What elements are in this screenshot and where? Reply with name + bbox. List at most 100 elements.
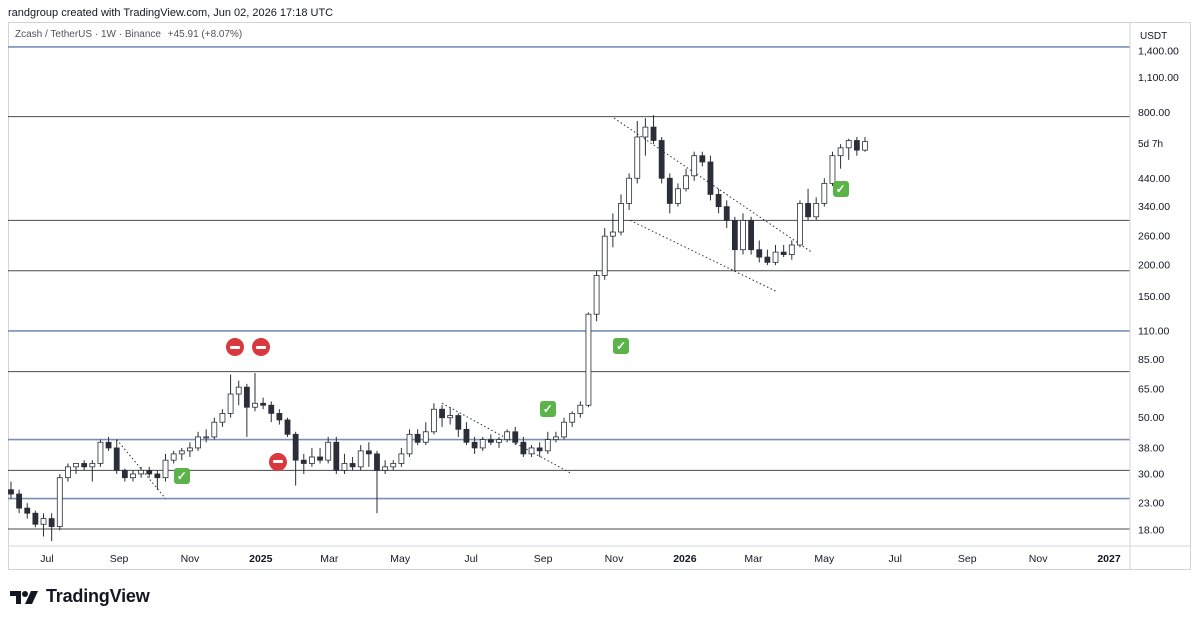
bull-candle (325, 436, 332, 464)
candle-body (203, 436, 210, 439)
bear-candle (764, 249, 771, 266)
candle-body (837, 147, 844, 157)
bear-candle (268, 401, 275, 423)
candle-body (634, 136, 641, 179)
candle-body (97, 441, 104, 464)
candle-body (666, 177, 673, 204)
check-mark-icon: ✓ (173, 467, 190, 484)
symbol-legend[interactable]: Zcash / TetherUS · 1W · Binance +45.91 (… (15, 29, 242, 40)
candle-body (601, 235, 608, 276)
candle-body (487, 439, 494, 443)
bull-candle (341, 453, 348, 474)
bull-candle (821, 178, 828, 207)
price-tick-label: 200.00 (1138, 260, 1170, 272)
candle-body (455, 415, 462, 430)
chart-frame[interactable] (8, 22, 1191, 570)
bull-candle (601, 228, 608, 280)
bear-candle (658, 136, 665, 184)
candle-body (447, 415, 454, 419)
time-tick-label: Mar (320, 553, 339, 565)
bear-candle (260, 397, 267, 410)
candle-body (154, 473, 161, 479)
candle-body (170, 453, 177, 461)
candle-body (658, 140, 665, 179)
bear-candle (365, 442, 372, 467)
bull-candle (357, 445, 364, 471)
bull-candle (56, 473, 63, 531)
candle-body (252, 402, 258, 408)
candle-body (422, 431, 429, 443)
candle-body (772, 251, 779, 263)
bear-candle (292, 431, 299, 486)
bull-candle (235, 380, 242, 406)
bull-candle (553, 431, 559, 443)
bear-candle (536, 442, 543, 457)
candle-body (756, 249, 763, 258)
bull-candle (227, 374, 234, 418)
candle-body (48, 518, 55, 527)
trendline (116, 439, 166, 499)
bear-candle (414, 429, 421, 446)
bear-candle (715, 188, 722, 214)
time-tick-label: Nov (605, 553, 624, 565)
candle-body (40, 518, 47, 525)
bull-candle (569, 411, 576, 427)
bull-candle (203, 429, 210, 443)
bull-candle (585, 312, 592, 408)
candle-body (276, 412, 283, 421)
candle-body (683, 175, 689, 190)
bull-candle (406, 429, 413, 457)
bar-countdown: 5d 7h (1138, 139, 1164, 150)
price-unit-label[interactable]: USDT (1140, 31, 1168, 42)
bull-candle (422, 422, 429, 446)
bull-candle (398, 447, 405, 467)
trendline (441, 402, 573, 475)
bear-candle (699, 151, 706, 167)
bull-candle (496, 436, 502, 448)
bear-candle (16, 489, 23, 514)
bear-candle (284, 417, 291, 437)
candle-body (618, 203, 624, 233)
bear-candle (853, 136, 860, 156)
bear-candle (374, 450, 380, 514)
candle-body (520, 441, 527, 455)
horizontal-levels (8, 46, 1130, 530)
price-tick-label: 1,100.00 (1138, 72, 1179, 84)
candle-body (8, 489, 14, 495)
bull-candle (130, 470, 136, 482)
candle-body (715, 193, 722, 208)
time-tick-label: 2027 (1097, 553, 1121, 565)
price-tick-label: 110.00 (1138, 325, 1169, 337)
bear-candle (748, 216, 755, 255)
candle-body (235, 386, 242, 395)
candle-body (195, 436, 201, 449)
candle-body (138, 469, 145, 475)
bear-candle (512, 426, 519, 446)
candle-body (390, 463, 397, 468)
candle-body (227, 393, 234, 414)
candle-body (504, 431, 511, 440)
bear-candle (805, 188, 811, 221)
candle-body (309, 456, 315, 464)
bear-candle (105, 436, 112, 451)
candle-body (471, 441, 478, 449)
candle-body (561, 421, 567, 438)
check-mark-icon: ✓ (612, 337, 629, 354)
price-tick-label: 85.00 (1138, 354, 1164, 366)
candle-body (398, 453, 405, 464)
candle-body (24, 507, 31, 514)
candle-body (862, 141, 868, 151)
candle-body (292, 433, 299, 461)
bear-candle (471, 436, 478, 454)
no-entry-icon (226, 338, 245, 357)
bear-candle (666, 173, 673, 214)
time-tick-label: 2026 (673, 553, 697, 565)
candle-body (89, 463, 96, 468)
candle-body (162, 459, 169, 479)
bear-candle (731, 216, 738, 271)
tradingview-logo[interactable]: TradingView (10, 586, 150, 607)
bear-candle (333, 436, 340, 474)
candle-body (788, 244, 795, 255)
candle-body (146, 469, 153, 475)
